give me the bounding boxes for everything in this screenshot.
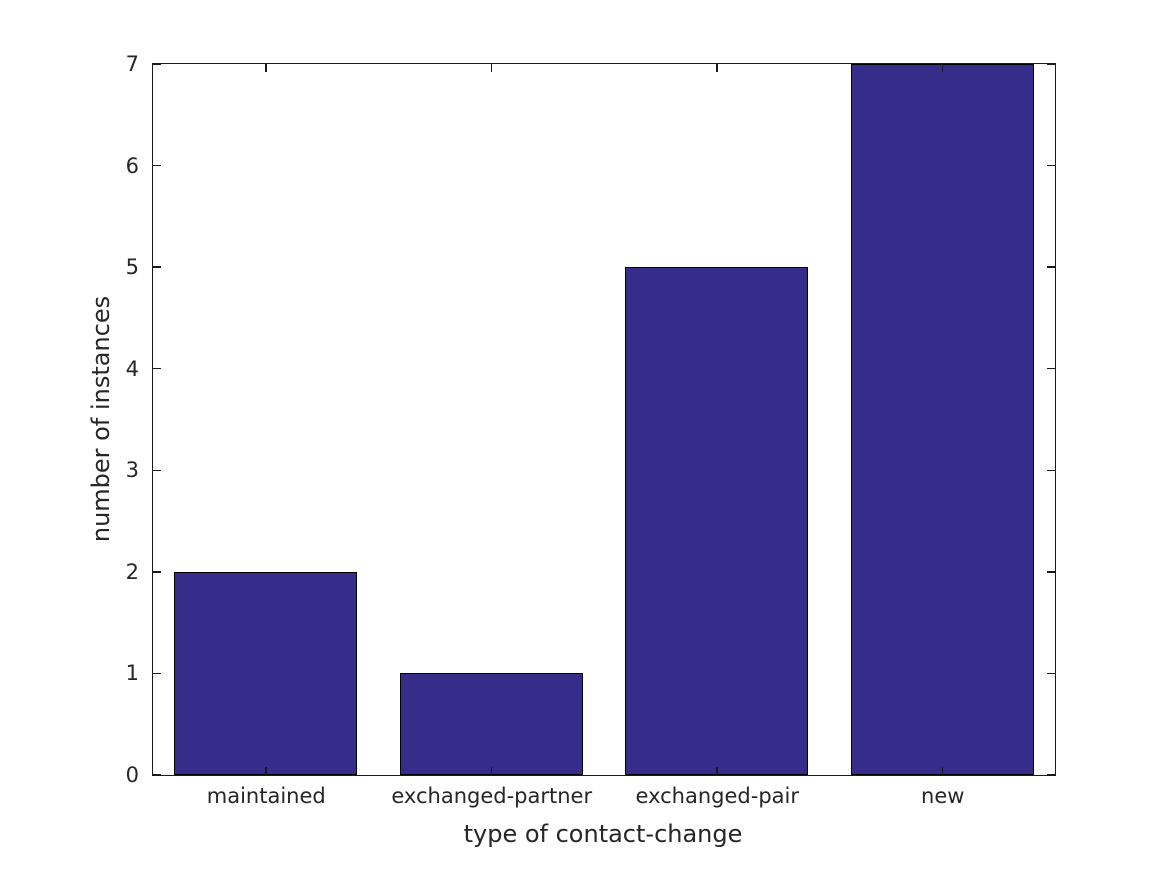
y-tick-left xyxy=(153,266,161,268)
y-tick-right xyxy=(1047,63,1055,65)
x-tick-top xyxy=(490,64,492,72)
y-tick-label: 5 xyxy=(125,255,139,280)
y-tick-right xyxy=(1047,266,1055,268)
y-tick-label: 6 xyxy=(125,153,139,178)
plot-area xyxy=(152,63,1056,776)
bar xyxy=(399,673,583,775)
x-tick-top xyxy=(716,64,718,72)
y-tick-label: 7 xyxy=(125,52,139,76)
y-tick-left xyxy=(153,571,161,573)
x-tick-bottom xyxy=(490,767,492,775)
x-tick-label: maintained xyxy=(206,784,326,808)
y-tick-right xyxy=(1047,571,1055,573)
x-tick-label: exchanged-pair xyxy=(635,784,799,808)
x-tick-bottom xyxy=(941,767,943,775)
y-tick-left xyxy=(153,774,161,776)
x-tick-label: new xyxy=(921,784,965,808)
y-tick-right xyxy=(1047,672,1055,675)
y-tick-right xyxy=(1047,469,1055,472)
bar xyxy=(850,64,1034,775)
y-tick-left xyxy=(153,63,161,65)
y-tick-label: 2 xyxy=(125,559,139,584)
y-tick-right xyxy=(1047,164,1055,167)
y-axis-title: number of instances xyxy=(87,295,115,543)
y-tick-left xyxy=(153,367,161,370)
y-tick-label: 1 xyxy=(125,661,139,686)
y-tick-label: 0 xyxy=(125,763,139,787)
x-tick-top xyxy=(265,64,267,72)
bar xyxy=(625,267,809,775)
x-tick-bottom xyxy=(716,767,718,775)
x-tick-label: exchanged-partner xyxy=(391,784,593,808)
x-tick-top xyxy=(941,64,943,72)
y-tick-label: 3 xyxy=(125,458,139,483)
y-tick-right xyxy=(1047,367,1055,370)
x-tick-bottom xyxy=(265,767,267,775)
bar xyxy=(174,571,358,775)
y-tick-left xyxy=(153,164,161,167)
y-tick-right xyxy=(1047,774,1055,776)
y-tick-left xyxy=(153,672,161,675)
x-axis-title: type of contact-change xyxy=(463,820,743,848)
y-tick-label: 4 xyxy=(125,356,139,381)
y-tick-left xyxy=(153,469,161,472)
